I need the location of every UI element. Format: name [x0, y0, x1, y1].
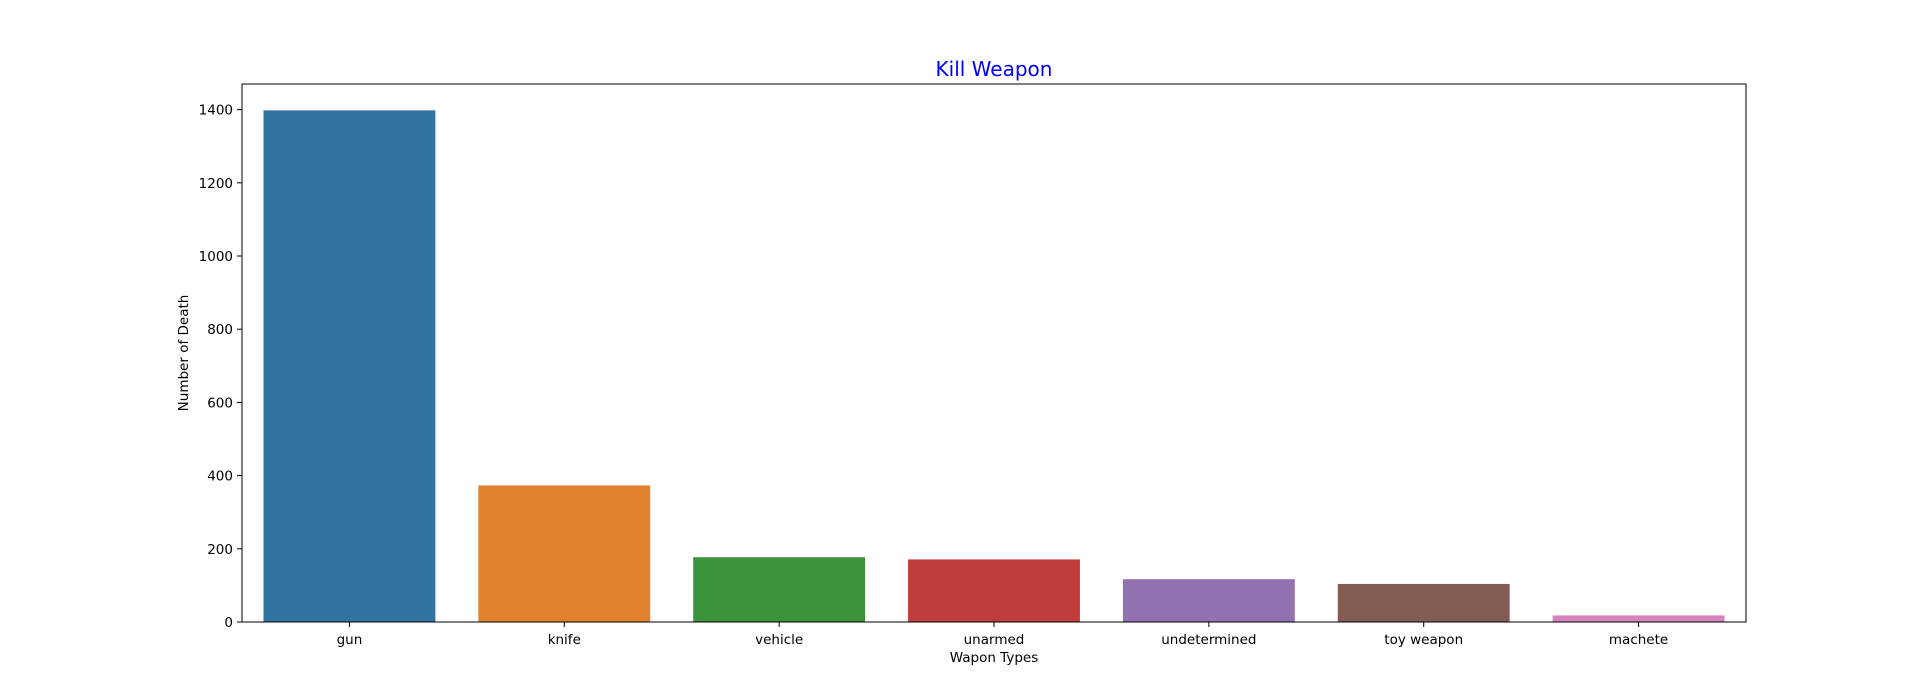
y-tick-label: 1200	[199, 176, 233, 192]
x-tick-label: knife	[548, 632, 581, 648]
x-tick-label: unarmed	[964, 632, 1025, 648]
x-tick-label: vehicle	[755, 632, 803, 648]
y-tick-label: 1000	[199, 249, 233, 265]
x-axis-label: Wapon Types	[950, 650, 1038, 666]
bar-gun	[263, 110, 436, 623]
bar-unarmed	[908, 559, 1080, 622]
x-tick-label: toy weapon	[1384, 632, 1463, 648]
y-axis-ticks: 0 200 400 600 800 1000 1200 1400	[199, 103, 242, 631]
y-tick-label: 200	[207, 542, 233, 558]
bar-vehicle	[693, 557, 866, 622]
y-tick-label: 600	[207, 395, 233, 411]
x-tick-label: machete	[1609, 632, 1668, 648]
x-tick-label: gun	[337, 632, 363, 648]
plot-frame	[241, 83, 1747, 623]
bar-machete	[1552, 615, 1725, 622]
y-tick-label: 0	[224, 615, 233, 631]
y-axis-label: Number of Death	[176, 295, 192, 412]
x-tick-label: undetermined	[1161, 632, 1256, 648]
y-tick-label: 1400	[199, 103, 233, 119]
y-tick-label: 800	[207, 322, 233, 338]
x-axis-ticks: gun knife vehicle unarmed undetermined toy we…	[337, 622, 1668, 648]
bar-undetermined	[1122, 579, 1295, 622]
bars-layer	[263, 110, 1725, 623]
chart-title: Kill Weapon	[936, 57, 1053, 81]
bar-toy-weapon	[1337, 583, 1510, 622]
bar-knife	[478, 485, 651, 622]
y-tick-label: 400	[207, 469, 233, 485]
